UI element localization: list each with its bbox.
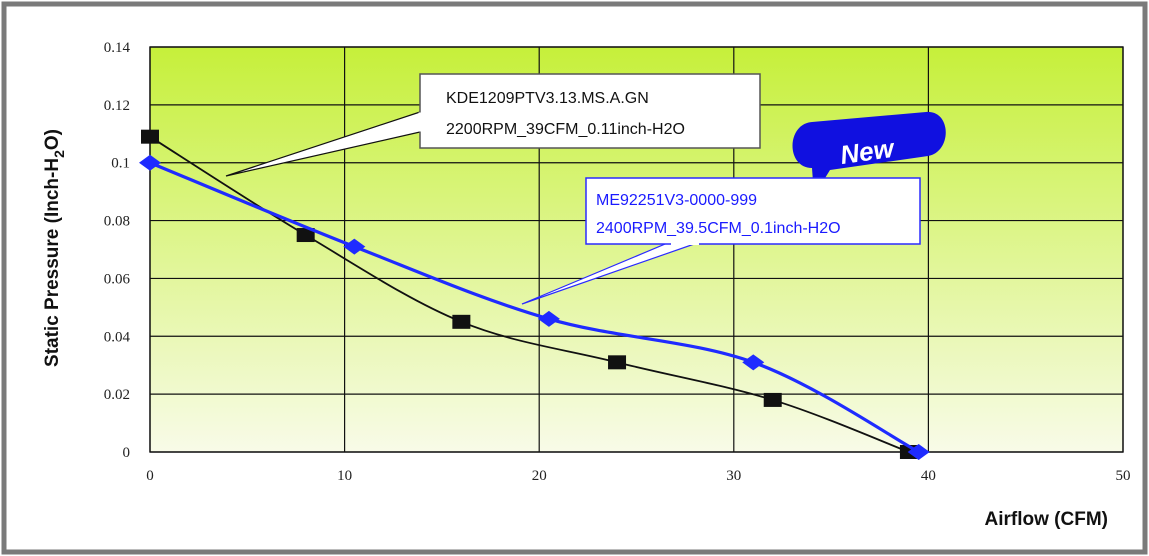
x-axis-title: Airflow (CFM) xyxy=(985,509,1108,530)
callout-blue-line2: 2400RPM_39.5CFM_0.1inch-H2O xyxy=(596,220,841,237)
data-point-square xyxy=(452,314,471,329)
x-tick-label: 20 xyxy=(532,468,547,484)
data-point-diamond xyxy=(742,354,765,371)
new-badge: New xyxy=(792,111,946,196)
data-point-square xyxy=(763,392,782,407)
callout-black-box xyxy=(419,73,761,149)
callout-black: KDE1209PTV3.13.MS.A.GN 2200RPM_39CFM_0.1… xyxy=(225,73,761,177)
y-axis-title: Static Pressure (Inch-H2O) xyxy=(42,129,67,367)
y-tick-label: 0.12 xyxy=(104,98,130,114)
y-tick-label: 0 xyxy=(123,445,131,461)
y-tick-label: 0.14 xyxy=(104,40,131,56)
x-tick-label: 10 xyxy=(337,468,352,484)
x-tick-label: 30 xyxy=(726,468,741,484)
callout-black-line2: 2200RPM_39CFM_0.11inch-H2O xyxy=(446,121,685,138)
new-badge-shape xyxy=(792,111,946,196)
y-tick-label: 0.1 xyxy=(111,156,130,172)
x-tick-label: 50 xyxy=(1116,468,1131,484)
series-layer xyxy=(139,129,930,460)
data-point-diamond xyxy=(537,310,560,327)
callout-blue-line1: ME92251V3-0000-999 xyxy=(596,192,757,209)
y-tick-label: 0.04 xyxy=(104,329,131,345)
grid xyxy=(149,46,1124,453)
series-line xyxy=(149,135,910,453)
data-point-diamond xyxy=(907,444,930,460)
data-point-square xyxy=(608,355,627,370)
x-tick-label: 0 xyxy=(146,468,154,484)
callout-blue: ME92251V3-0000-999 2400RPM_39.5CFM_0.1in… xyxy=(521,177,921,305)
y-tick-label: 0.06 xyxy=(104,271,131,287)
callout-blue-box xyxy=(585,177,921,245)
plot-border xyxy=(149,46,1124,453)
series-me92251 xyxy=(139,154,930,460)
callout-black-line1: KDE1209PTV3.13.MS.A.GN xyxy=(446,90,649,107)
data-point-square xyxy=(141,129,159,144)
tick-labels: 0 10 20 30 40 50 0 0.02 0.04 0.06 0.08 0.1 0.12 0.14 xyxy=(104,40,1131,484)
x-tick-label: 40 xyxy=(921,468,936,484)
y-tick-label: 0.02 xyxy=(104,387,130,403)
series-kde1209 xyxy=(141,129,918,459)
data-point-diamond xyxy=(343,238,366,255)
y-tick-label: 0.08 xyxy=(104,214,130,230)
data-point-diamond xyxy=(139,154,161,171)
data-point-square xyxy=(296,228,315,243)
